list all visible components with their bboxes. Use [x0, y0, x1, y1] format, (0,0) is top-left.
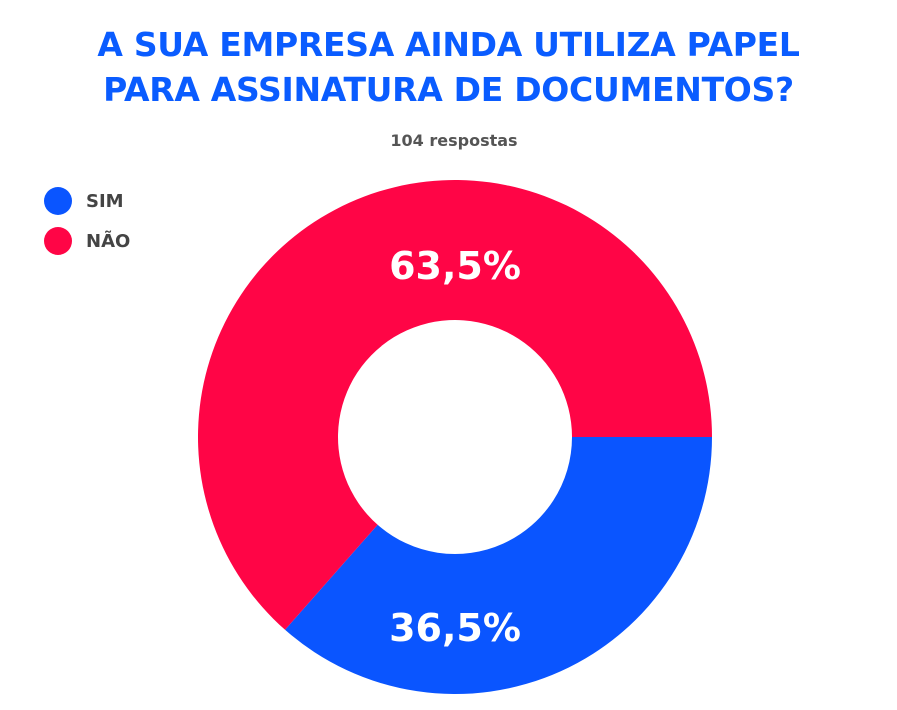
slice-sim [285, 437, 712, 695]
chart-subtitle: 104 respostas [390, 131, 518, 150]
chart-title-line-2: PARA ASSINATURA DE DOCUMENTOS? [103, 70, 794, 109]
legend-swatch-sim [44, 187, 72, 215]
legend-label-nao: NÃO [86, 230, 131, 252]
legend-item-nao: NÃO [44, 221, 130, 261]
slice-label-nao: 63,5% [389, 244, 521, 288]
legend-item-sim: SIM [44, 181, 130, 221]
legend-label-sim: SIM [86, 190, 124, 212]
chart-title-line-1: A SUA EMPRESA AINDA UTILIZA PAPEL [97, 25, 800, 64]
legend-swatch-nao [44, 227, 72, 255]
slice-nao [197, 180, 712, 630]
chart-title: A SUA EMPRESA AINDA UTILIZA PAPEL PARA A… [0, 22, 897, 112]
chart-legend: SIM NÃO [44, 181, 130, 261]
slice-label-sim: 36,5% [389, 606, 521, 650]
